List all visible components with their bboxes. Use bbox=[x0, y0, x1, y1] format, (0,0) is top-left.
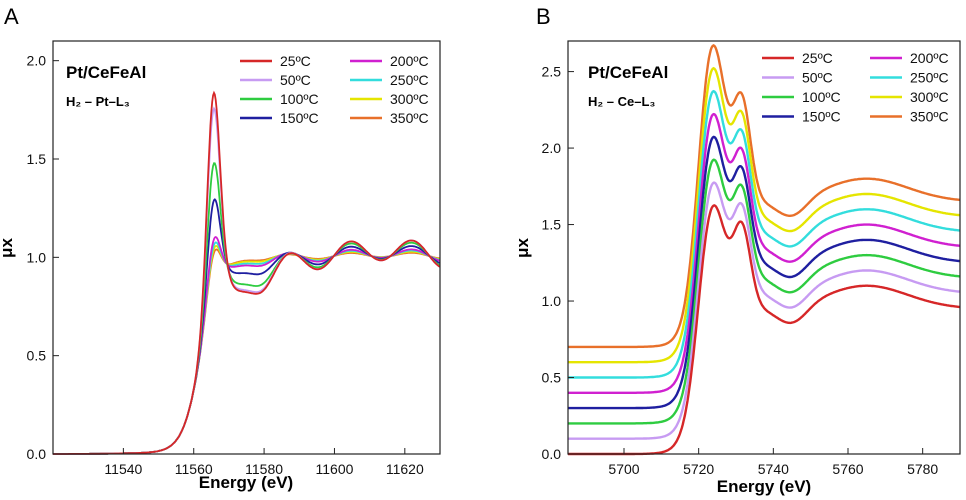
panel-b-series-150ºC bbox=[568, 135, 961, 410]
panel-a-curves bbox=[53, 90, 441, 455]
panel-b-ytick-label: 2.5 bbox=[542, 64, 562, 80]
legend-label-b-4: 200ºC bbox=[910, 50, 949, 66]
panel-a-series-150ºC bbox=[53, 198, 441, 455]
legend-label-a-7: 350ºC bbox=[390, 110, 429, 126]
panel-b-ytick-label: 0.5 bbox=[542, 370, 562, 386]
legend-label-b-3: 150ºC bbox=[802, 109, 841, 125]
panel-a-ylabel: μx bbox=[0, 238, 16, 258]
panel-a: A 11540 11560 11580 11600 11620 0.0 0.5 1.0 1.5 2… bbox=[0, 4, 441, 492]
panel-b-series-50ºC bbox=[568, 181, 961, 440]
panel-a-series-300ºC bbox=[53, 245, 441, 455]
legend-label-a-5: 250ºC bbox=[390, 72, 429, 88]
panel-b-ytick-label: 1.0 bbox=[542, 293, 562, 309]
panel-b-series-100ºC bbox=[568, 158, 961, 425]
panel-b-curves bbox=[568, 43, 961, 456]
legend-label-a-4: 200ºC bbox=[390, 53, 429, 69]
legend-label-b-2: 100ºC bbox=[802, 89, 841, 105]
panel-b-series-300ºC bbox=[568, 66, 961, 364]
panel-a-title: Pt/CeFeAl bbox=[66, 63, 146, 82]
panel-a-xtick-label: 11540 bbox=[104, 461, 142, 477]
legend-label-b-5: 250ºC bbox=[910, 70, 949, 86]
panel-a-label: A bbox=[4, 4, 19, 29]
panel-a-ytick-label: 1.0 bbox=[27, 249, 47, 265]
panel-a-ytick-label: 2.0 bbox=[27, 53, 47, 69]
panel-a-ytick-label: 0.5 bbox=[27, 348, 47, 364]
panel-b-frame bbox=[567, 40, 961, 455]
panel-b-xlabel: Energy (eV) bbox=[717, 477, 811, 496]
legend-label-a-1: 50ºC bbox=[280, 72, 311, 88]
panel-b-xtick-label: 5700 bbox=[608, 461, 639, 477]
panel-b-ytick-label: 0.0 bbox=[542, 446, 562, 462]
panel-b-ytick-label: 1.5 bbox=[542, 217, 562, 233]
legend-label-a-6: 300ºC bbox=[390, 91, 429, 107]
panel-b-label: B bbox=[536, 4, 551, 29]
panel-a-frame bbox=[52, 40, 441, 455]
panel-a-legend: 25ºC 50ºC 100ºC 150ºC 200ºC 250ºC 300ºC 350ºC bbox=[240, 53, 429, 126]
legend-label-b-6: 300ºC bbox=[910, 89, 949, 105]
panel-a-series-350ºC bbox=[53, 248, 441, 455]
panel-a-subtitle: H₂ – Pt–L₃ bbox=[66, 94, 130, 109]
panel-b: B 5700 5720 5740 5760 5780 0.0 0.5 1.0 1.5 2.0 2.5… bbox=[513, 4, 961, 496]
panel-b-xtick-label: 5760 bbox=[832, 461, 863, 477]
legend-label-a-3: 150ºC bbox=[280, 110, 319, 126]
panel-b-xtick-label: 5780 bbox=[907, 461, 938, 477]
panel-a-xtick-label: 11560 bbox=[175, 461, 213, 477]
legend-label-b-0: 25ºC bbox=[802, 50, 833, 66]
panel-a-ytick-label: 0.0 bbox=[27, 446, 47, 462]
panel-b-legend: 25ºC 50ºC 100ºC 150ºC 200ºC 250ºC 300ºC 350ºC bbox=[762, 50, 949, 125]
legend-label-b-1: 50ºC bbox=[802, 70, 833, 86]
panel-a-series-50ºC bbox=[53, 106, 441, 455]
legend-label-b-7: 350ºC bbox=[910, 109, 949, 125]
panel-b-xtick-label: 5740 bbox=[758, 461, 789, 477]
panel-b-ylabel: μx bbox=[513, 238, 532, 258]
panel-b-series-200ºC bbox=[568, 112, 961, 394]
panel-a-xtick-label: 11580 bbox=[245, 461, 283, 477]
panel-a-series-100ºC bbox=[53, 162, 441, 455]
legend-label-a-0: 25ºC bbox=[280, 53, 311, 69]
panel-a-ytick-label: 1.5 bbox=[27, 151, 47, 167]
legend-label-a-2: 100ºC bbox=[280, 91, 319, 107]
panel-b-series-350ºC bbox=[568, 43, 961, 349]
panel-a-series-250ºC bbox=[53, 241, 441, 455]
panel-b-series-250ºC bbox=[568, 89, 961, 379]
panel-a-xlabel: Energy (eV) bbox=[199, 473, 293, 492]
panel-b-series-25ºC bbox=[568, 204, 961, 456]
panel-b-title: Pt/CeFeAl bbox=[588, 63, 668, 82]
panel-a-xtick-label: 11620 bbox=[386, 461, 424, 477]
panel-b-ytick-label: 2.0 bbox=[542, 140, 562, 156]
panel-b-subtitle: H₂ – Ce–L₃ bbox=[588, 94, 655, 109]
panel-b-xtick-label: 5720 bbox=[683, 461, 714, 477]
panel-a-xtick-label: 11600 bbox=[316, 461, 354, 477]
panel-a-series-200ºC bbox=[53, 235, 441, 455]
